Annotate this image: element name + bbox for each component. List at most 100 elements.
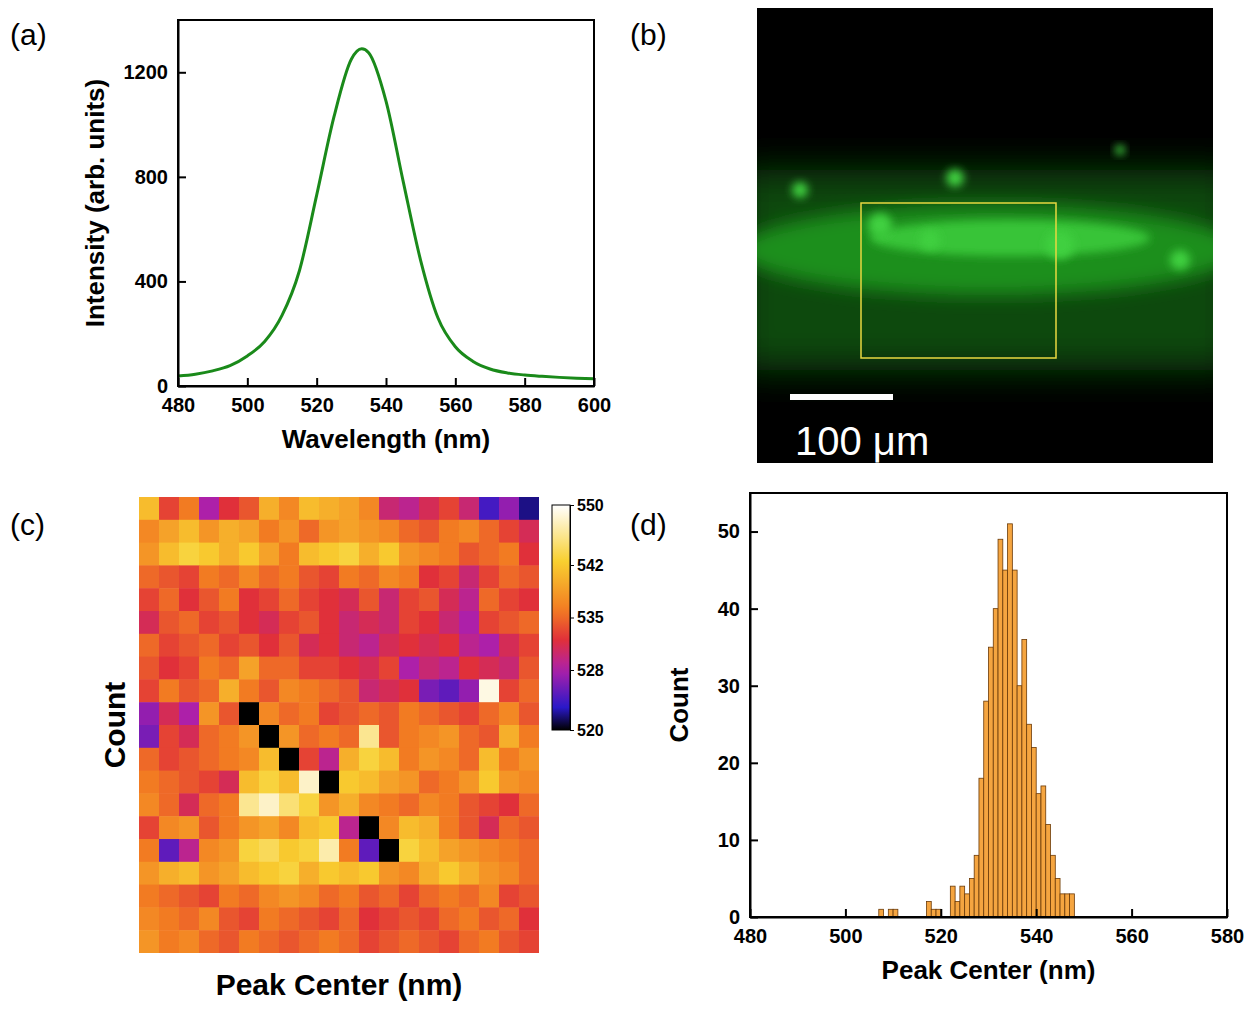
glow — [1170, 250, 1190, 270]
cell — [179, 520, 200, 543]
cell — [399, 565, 420, 588]
cell — [239, 679, 260, 702]
cell — [419, 839, 440, 862]
cell — [399, 839, 420, 862]
cell — [219, 543, 240, 566]
cell — [459, 907, 480, 930]
cell — [359, 885, 380, 908]
cell — [379, 679, 400, 702]
cell — [339, 611, 360, 634]
cell — [259, 634, 280, 657]
tick: 560 — [1115, 909, 1148, 947]
cell — [219, 907, 240, 930]
cell — [299, 657, 320, 680]
cell — [499, 657, 520, 680]
cell — [439, 907, 460, 930]
cell — [439, 885, 460, 908]
cell — [239, 611, 260, 634]
cell — [159, 725, 180, 748]
plot-frame — [178, 20, 594, 386]
cell — [479, 907, 500, 930]
cell — [319, 520, 340, 543]
cell — [379, 748, 400, 771]
cell — [299, 839, 320, 862]
tick: 500 — [829, 909, 862, 947]
cell — [499, 634, 520, 657]
cell — [299, 588, 320, 611]
cell — [339, 565, 360, 588]
cell — [359, 497, 380, 520]
cell — [519, 520, 539, 543]
cell — [139, 862, 160, 885]
cell — [239, 497, 260, 520]
cell — [339, 520, 360, 543]
tick-mark — [178, 281, 186, 283]
cell — [479, 793, 500, 816]
cell — [279, 679, 300, 702]
cell — [279, 702, 300, 725]
cell — [319, 497, 340, 520]
cell — [259, 543, 280, 566]
cell — [219, 862, 240, 885]
cell — [499, 930, 520, 953]
plot-frame — [750, 493, 1227, 917]
y-axis-title: Intensity (arb. units) — [80, 79, 110, 327]
tick-label: 580 — [508, 394, 541, 416]
cell — [279, 748, 300, 771]
cell — [399, 862, 420, 885]
tick: 540 — [1020, 909, 1053, 947]
bar — [974, 855, 979, 917]
cell — [459, 748, 480, 771]
cell — [339, 885, 360, 908]
cell — [439, 588, 460, 611]
glow — [870, 220, 1150, 256]
cell — [139, 907, 160, 930]
tick-label: 10 — [718, 829, 740, 851]
glow — [946, 169, 964, 187]
tick-label: 520 — [577, 722, 604, 739]
cell — [139, 543, 160, 566]
cell — [339, 657, 360, 680]
bar — [1031, 747, 1036, 917]
tick: 520 — [925, 909, 958, 947]
cell — [439, 611, 460, 634]
cell — [319, 907, 340, 930]
cell — [459, 885, 480, 908]
cell — [439, 930, 460, 953]
cell — [519, 862, 539, 885]
cell — [459, 793, 480, 816]
cell — [159, 497, 180, 520]
tick-label: 0 — [157, 375, 168, 397]
cell — [159, 793, 180, 816]
cell — [139, 885, 160, 908]
cell — [519, 565, 539, 588]
tick-label: 800 — [135, 166, 168, 188]
cell — [399, 543, 420, 566]
bar — [1012, 570, 1017, 917]
cell — [399, 793, 420, 816]
cell — [499, 679, 520, 702]
cell — [299, 885, 320, 908]
cell — [319, 885, 340, 908]
cell — [439, 793, 460, 816]
cell — [259, 748, 280, 771]
cell — [159, 839, 180, 862]
tick-label: 600 — [578, 394, 611, 416]
cell — [299, 497, 320, 520]
cell — [359, 520, 380, 543]
bar — [936, 909, 941, 917]
cell — [139, 748, 160, 771]
cell — [179, 885, 200, 908]
tick: 500 — [231, 378, 264, 416]
tick-label: 520 — [925, 925, 958, 947]
tick-label: 50 — [718, 520, 740, 542]
tick-mark — [750, 839, 758, 841]
cell — [399, 725, 420, 748]
x-axis: 480500520540560580600 — [162, 378, 611, 416]
cell — [199, 634, 220, 657]
cell — [479, 497, 500, 520]
cell — [199, 771, 220, 794]
cell — [239, 907, 260, 930]
cell — [239, 543, 260, 566]
cell — [479, 679, 500, 702]
